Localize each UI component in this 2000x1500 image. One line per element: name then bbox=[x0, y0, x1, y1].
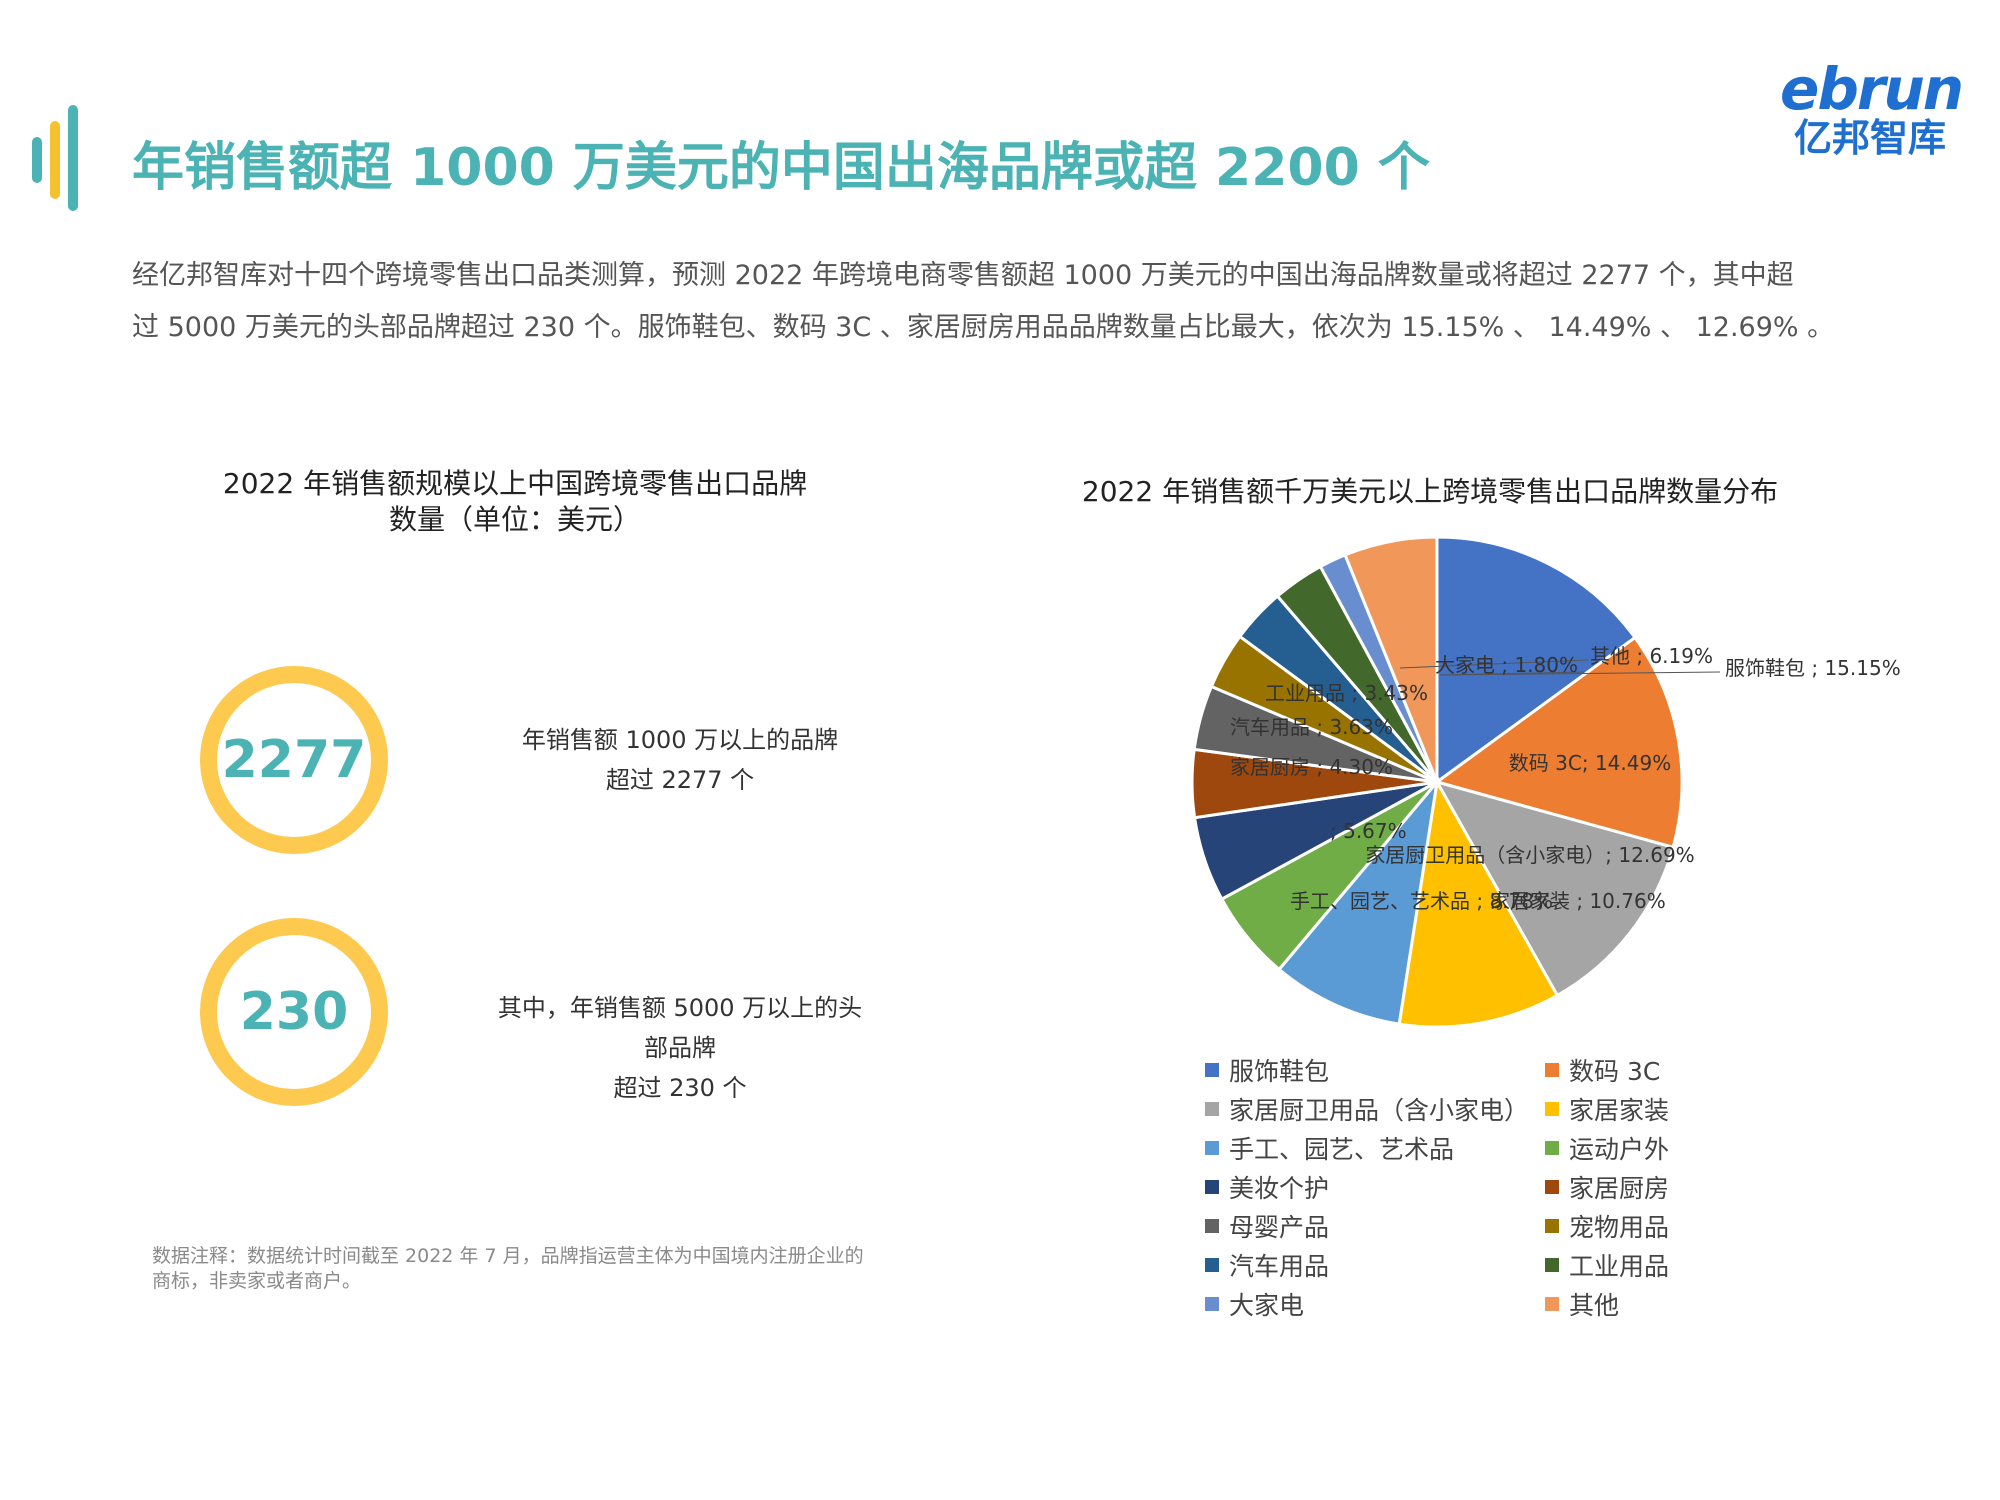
pie-slice bbox=[1343, 535, 1439, 783]
slice-data-label: 工业用品 ; 3.43% bbox=[1265, 681, 1428, 705]
legend-label: 家居厨卫用品（含小家电） bbox=[1229, 1096, 1530, 1125]
legend-swatch bbox=[1545, 1258, 1559, 1272]
slice-data-label: 家居厨卫用品（含小家电）; 12.69% bbox=[1365, 843, 1694, 867]
legend-label: 母婴产品 bbox=[1229, 1213, 1330, 1242]
legend-item: 其他 bbox=[1545, 1286, 1619, 1322]
slice-data-label: 其他 ; 6.19% bbox=[1590, 644, 1713, 668]
pie-slice bbox=[1433, 635, 1684, 850]
legend-item: 数码 3C bbox=[1545, 1052, 1660, 1088]
intro-paragraph: 经亿邦智库对十四个跨境零售出口品类测算，预测 2022 年跨境电商零售额超 10… bbox=[132, 250, 1892, 354]
legend-label: 数码 3C bbox=[1569, 1057, 1661, 1086]
slice-data-label: 数码 3C; 14.49% bbox=[1509, 751, 1671, 775]
stat-desc-line: 其中，年销售额 5000 万以上的头 bbox=[497, 994, 863, 1022]
legend-item: 汽车用品 bbox=[1205, 1247, 1329, 1283]
legend-label: 汽车用品 bbox=[1229, 1252, 1330, 1281]
decoration-bar-yellow bbox=[50, 121, 60, 199]
legend-swatch bbox=[1205, 1258, 1219, 1272]
legend-label: 其他 bbox=[1569, 1291, 1620, 1320]
legend-swatch bbox=[1545, 1141, 1559, 1155]
footnote-line-2: 商标，非卖家或者商户。 bbox=[152, 1270, 362, 1292]
logo-main: ebrun bbox=[1780, 55, 1964, 123]
legend-swatch bbox=[1205, 1297, 1219, 1311]
slice-data-label: ; 5.67% bbox=[1330, 819, 1407, 843]
stat-desc-line: 年销售额 1000 万以上的品牌 bbox=[521, 726, 839, 754]
legend-item: 家居厨房 bbox=[1545, 1169, 1669, 1205]
slice-data-label: 家居厨房 ; 4.30% bbox=[1230, 755, 1393, 779]
legend-item: 家居家装 bbox=[1545, 1091, 1669, 1127]
legend-swatch bbox=[1545, 1102, 1559, 1116]
legend-swatch bbox=[1545, 1297, 1559, 1311]
slice-data-label: 服饰鞋包 ; 15.15% bbox=[1725, 656, 1901, 680]
pie-slice bbox=[1397, 777, 1560, 1029]
legend-item: 手工、园艺、艺术品 bbox=[1205, 1130, 1454, 1166]
legend-label: 工业用品 bbox=[1569, 1252, 1670, 1281]
stat-description: 其中，年销售额 5000 万以上的头 部品牌 超过 230 个 bbox=[470, 988, 890, 1108]
legend-label: 家居家装 bbox=[1569, 1096, 1670, 1125]
legend-swatch bbox=[1205, 1180, 1219, 1194]
left-panel-title: 2022 年销售额规模以上中国跨境零售出口品牌 数量（单位：美元） bbox=[195, 466, 835, 538]
leader-line bbox=[1399, 659, 1589, 669]
legend-label: 大家电 bbox=[1229, 1291, 1305, 1320]
footnote-line-1: 数据注释：数据统计时间截至 2022 年 7 月，品牌指运营主体为中国境内注册企… bbox=[152, 1245, 864, 1267]
legend-swatch bbox=[1205, 1141, 1219, 1155]
stat-value: 2277 bbox=[221, 730, 367, 790]
legend-item: 母婴产品 bbox=[1205, 1208, 1329, 1244]
pie-slice bbox=[1276, 776, 1440, 1026]
slice-data-label: 家居家装 ; 10.76% bbox=[1490, 889, 1666, 913]
stat-value: 230 bbox=[239, 982, 349, 1042]
legend-item: 运动户外 bbox=[1545, 1130, 1669, 1166]
legend-item: 工业用品 bbox=[1545, 1247, 1669, 1283]
stat-desc-line: 超过 2277 个 bbox=[605, 766, 755, 794]
legend-label: 服饰鞋包 bbox=[1229, 1057, 1330, 1086]
slice-data-label: 大家电 ; 1.80% bbox=[1435, 653, 1578, 677]
legend-item: 美妆个护 bbox=[1205, 1169, 1329, 1205]
legend-swatch bbox=[1205, 1102, 1219, 1116]
legend-swatch bbox=[1205, 1219, 1219, 1233]
logo-sub: 亿邦智库 bbox=[1793, 116, 1946, 160]
legend-label: 美妆个护 bbox=[1229, 1174, 1330, 1203]
leader-line bbox=[1439, 671, 1721, 676]
legend-swatch bbox=[1545, 1063, 1559, 1077]
intro-line-1: 经亿邦智库对十四个跨境零售出口品类测算，预测 2022 年跨境电商零售额超 10… bbox=[132, 260, 1794, 291]
stat-description: 年销售额 1000 万以上的品牌 超过 2277 个 bbox=[490, 720, 870, 800]
legend-swatch bbox=[1545, 1180, 1559, 1194]
stat-desc-line: 超过 230 个 bbox=[613, 1074, 747, 1102]
left-title-line-2: 数量（单位：美元） bbox=[388, 503, 641, 536]
intro-line-2: 过 5000 万美元的头部品牌超过 230 个。服饰鞋包、数码 3C 、家居厨房… bbox=[132, 312, 1835, 343]
pie-slice bbox=[1433, 779, 1675, 998]
legend-item: 宠物用品 bbox=[1545, 1208, 1669, 1244]
decoration-bar-teal-tall bbox=[68, 105, 78, 211]
pie-slice bbox=[1435, 535, 1638, 785]
legend-label: 手工、园艺、艺术品 bbox=[1229, 1135, 1455, 1164]
legend-label: 宠物用品 bbox=[1569, 1213, 1670, 1242]
legend-swatch bbox=[1205, 1063, 1219, 1077]
legend-item: 家居厨卫用品（含小家电） bbox=[1205, 1091, 1529, 1127]
data-footnote: 数据注释：数据统计时间截至 2022 年 7 月，品牌指运营主体为中国境内注册企… bbox=[152, 1244, 952, 1294]
ebrun-logo: ebrun 亿邦智库 bbox=[1780, 55, 1964, 160]
title-decoration bbox=[28, 103, 88, 213]
stat-desc-line: 部品牌 bbox=[644, 1034, 716, 1062]
decoration-bar-teal bbox=[32, 137, 42, 183]
legend-label: 家居厨房 bbox=[1569, 1174, 1670, 1203]
legend-swatch bbox=[1545, 1219, 1559, 1233]
page-title: 年销售额超 1000 万美元的中国出海品牌或超 2200 个 bbox=[132, 138, 1430, 198]
legend-item: 服饰鞋包 bbox=[1205, 1052, 1329, 1088]
slice-data-label: 手工、园艺、艺术品 ; 8.78% bbox=[1290, 889, 1553, 913]
chart-title: 2022 年销售额千万美元以上跨境零售出口品牌数量分布 bbox=[1081, 475, 1779, 508]
legend-item: 大家电 bbox=[1205, 1286, 1304, 1322]
slice-data-label: 汽车用品 ; 3.63% bbox=[1230, 715, 1393, 739]
legend-label: 运动户外 bbox=[1569, 1135, 1670, 1164]
left-title-line-1: 2022 年销售额规模以上中国跨境零售出口品牌 bbox=[222, 467, 808, 500]
